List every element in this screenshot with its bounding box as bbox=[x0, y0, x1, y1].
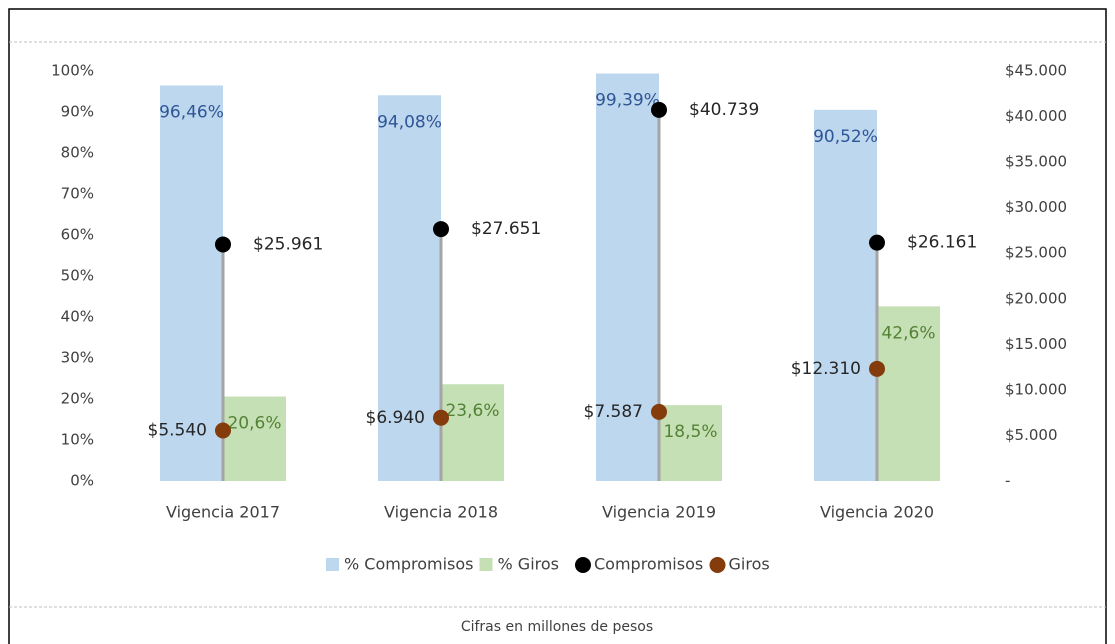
dot-label: $6.940 bbox=[366, 408, 425, 428]
bar-label: 94,08% bbox=[377, 112, 442, 132]
y2-tick-label: $25.000 bbox=[1005, 244, 1067, 262]
dot bbox=[433, 409, 449, 426]
bar bbox=[877, 306, 940, 481]
bar bbox=[659, 405, 722, 481]
bar-label: 20,6% bbox=[227, 414, 281, 434]
dot-label: $26.161 bbox=[907, 233, 977, 253]
dot-label: $5.540 bbox=[148, 421, 207, 441]
y2-tick-label: $10.000 bbox=[1005, 380, 1067, 398]
y-tick-label: 40% bbox=[61, 308, 94, 326]
y-tick-label: 60% bbox=[61, 226, 94, 244]
y-tick-label: 80% bbox=[61, 144, 94, 162]
x-tick-label: Vigencia 2017 bbox=[166, 503, 280, 522]
x-tick-label: Vigencia 2020 bbox=[820, 503, 934, 522]
frame bbox=[8, 8, 1107, 644]
y-tick-label: 0% bbox=[70, 472, 94, 490]
legend-label: Compromisos bbox=[594, 555, 703, 574]
bar-label: 18,5% bbox=[663, 422, 717, 442]
bar-label: 96,46% bbox=[159, 103, 224, 123]
dot-label: $40.739 bbox=[689, 100, 759, 120]
dot-label: $25.961 bbox=[253, 234, 323, 254]
dot-label: $27.651 bbox=[471, 219, 541, 239]
bar-label: 42,6% bbox=[881, 323, 935, 343]
bar bbox=[378, 95, 441, 481]
bar-label: 90,52% bbox=[813, 127, 878, 147]
y-tick-label: 20% bbox=[61, 390, 94, 408]
y2-tick-label: $35.000 bbox=[1005, 153, 1067, 171]
legend-swatch bbox=[326, 558, 339, 571]
legend-label: % Compromisos bbox=[344, 555, 474, 574]
y-tick-label: 100% bbox=[51, 62, 94, 80]
dot bbox=[215, 236, 231, 253]
dot-label: $12.310 bbox=[791, 359, 861, 379]
y-tick-label: 30% bbox=[61, 349, 94, 367]
y2-tick-label: $15.000 bbox=[1005, 335, 1067, 353]
bar bbox=[814, 109, 877, 482]
bar bbox=[596, 73, 659, 481]
dot bbox=[651, 101, 667, 118]
dot bbox=[433, 221, 449, 238]
legend-swatch bbox=[575, 557, 591, 573]
y2-tick-label: $20.000 bbox=[1005, 289, 1067, 307]
y-tick-label: 90% bbox=[61, 103, 94, 121]
bar bbox=[160, 85, 223, 481]
x-tick-label: Vigencia 2019 bbox=[602, 503, 716, 522]
bar bbox=[223, 396, 286, 481]
bar-label: 23,6% bbox=[445, 401, 499, 421]
caption: Cifras en millones de pesos bbox=[461, 619, 653, 635]
legend-label: Giros bbox=[729, 555, 770, 574]
y2-tick-label: - bbox=[1005, 472, 1010, 490]
y2-tick-label: $30.000 bbox=[1005, 198, 1067, 216]
y2-tick-label: $5.000 bbox=[1005, 426, 1058, 444]
bar bbox=[441, 384, 504, 481]
y-tick-label: 70% bbox=[61, 185, 94, 203]
dot bbox=[869, 360, 885, 377]
bar-label: 99,39% bbox=[595, 91, 660, 111]
dot bbox=[215, 422, 231, 439]
legend-label: % Giros bbox=[498, 555, 559, 574]
y-tick-label: 10% bbox=[61, 431, 94, 449]
x-tick-label: Vigencia 2018 bbox=[384, 503, 498, 522]
dot-label: $7.587 bbox=[584, 402, 643, 422]
y-tick-label: 50% bbox=[61, 267, 94, 285]
dot bbox=[651, 403, 667, 420]
legend-swatch bbox=[709, 557, 726, 573]
y2-tick-label: $40.000 bbox=[1005, 107, 1067, 125]
legend-swatch bbox=[479, 558, 493, 571]
dot bbox=[869, 234, 885, 251]
y2-tick-label: $45.000 bbox=[1005, 62, 1067, 80]
